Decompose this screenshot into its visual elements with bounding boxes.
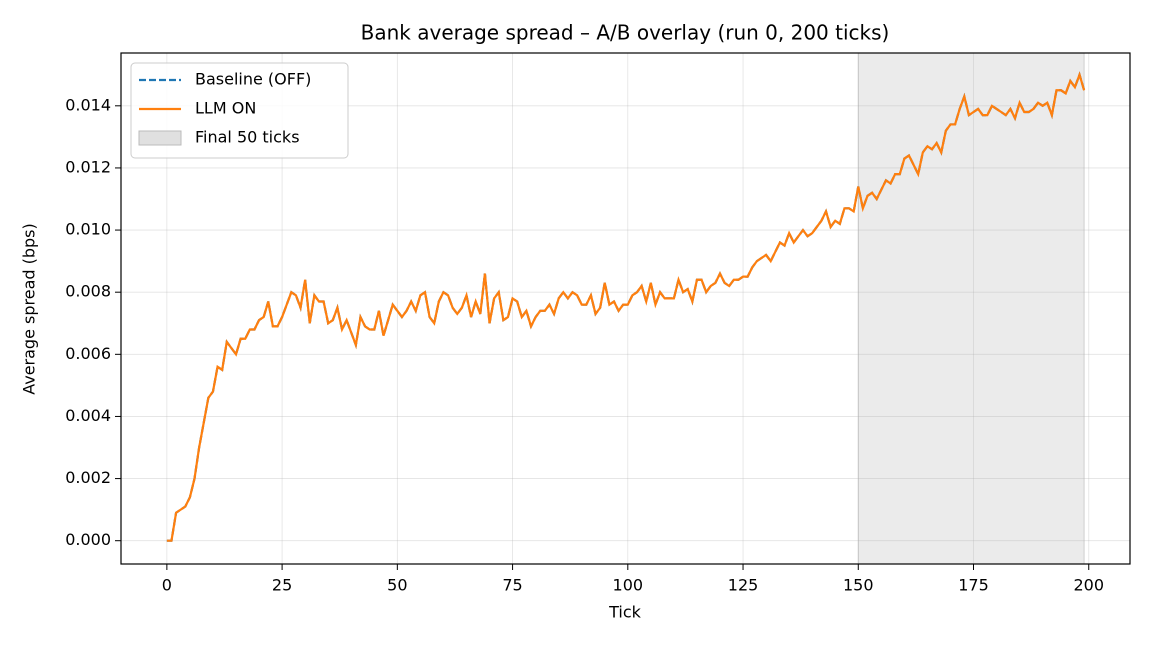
x-tick-label: 175	[958, 576, 989, 595]
y-tick-label: 0.010	[65, 220, 111, 239]
x-tick-label: 150	[843, 576, 874, 595]
x-tick-label: 0	[162, 576, 172, 595]
legend-swatch	[138, 130, 182, 146]
shaded-region	[857, 52, 1085, 565]
y-tick-label: 0.002	[65, 468, 111, 487]
legend-label: LLM ON	[195, 99, 256, 118]
y-tick-label: 0.014	[65, 95, 111, 114]
y-tick-label: 0.004	[65, 406, 111, 425]
legend-label: Baseline (OFF)	[195, 70, 311, 89]
x-tick-label: 50	[387, 576, 407, 595]
x-tick-label: 25	[272, 576, 292, 595]
y-tick-label: 0.012	[65, 157, 111, 176]
y-tick-label: 0.000	[65, 530, 111, 549]
y-tick-label: 0.008	[65, 282, 111, 301]
legend-label: Final 50 ticks	[195, 128, 300, 147]
x-tick-label: 75	[502, 576, 522, 595]
y-tick-label: 0.006	[65, 344, 111, 363]
x-tick-label: 200	[1073, 576, 1104, 595]
plot-frame	[120, 52, 1131, 565]
y-axis-label: Average spread (bps)	[20, 223, 39, 395]
x-tick-label: 100	[613, 576, 644, 595]
chart-title: Bank average spread – A/B overlay (run 0…	[361, 21, 890, 45]
x-axis-label: Tick	[608, 603, 642, 622]
x-tick-label: 125	[728, 576, 759, 595]
series-line	[166, 71, 1086, 542]
legend-box	[130, 62, 349, 159]
